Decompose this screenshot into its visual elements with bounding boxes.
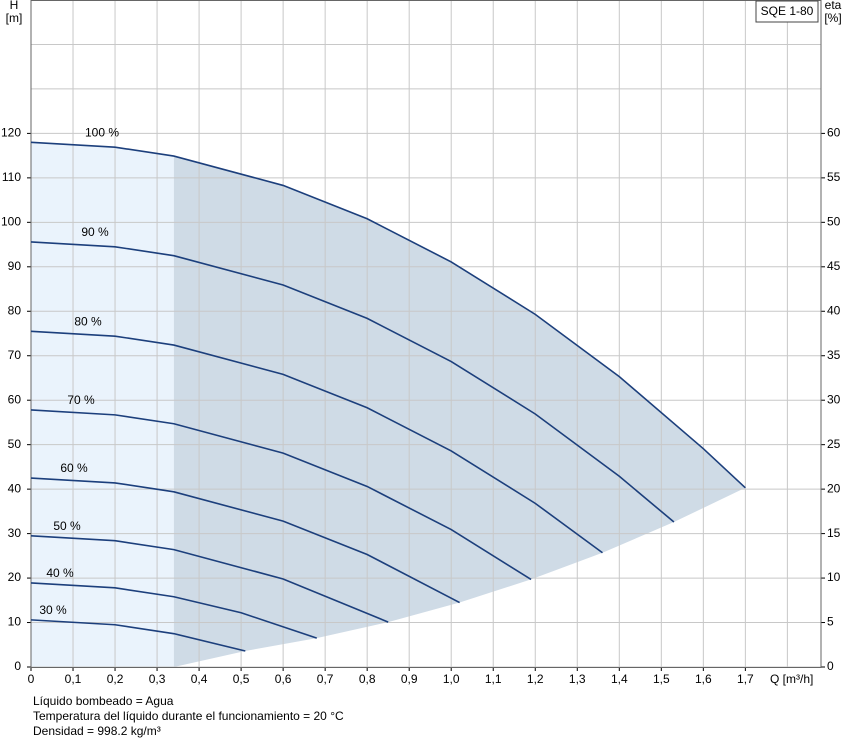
curve-label: 30 %: [39, 603, 67, 617]
x-tick-label: 0,6: [275, 672, 292, 686]
x-tick-label: 1,1: [485, 672, 502, 686]
note: Líquido bombeado = Agua: [33, 694, 174, 708]
y-tick-label: 100: [1, 215, 21, 229]
y2-tick-label: 10: [827, 570, 841, 584]
y-tick-label: 120: [1, 126, 21, 140]
speed-curve: [30, 619, 246, 652]
x-tick-label: 0,9: [401, 672, 418, 686]
curve-label: 90 %: [81, 225, 109, 239]
x-tick-label: 1,2: [527, 672, 544, 686]
region-operating: [173, 156, 746, 667]
speed-curve: [30, 241, 675, 523]
x-tick-label: 0: [28, 672, 35, 686]
y-tick-label: 110: [2, 170, 21, 184]
y-tick-label: 70: [8, 348, 22, 362]
y-axis-unit: [m]: [6, 11, 23, 25]
speed-curve: [30, 330, 603, 554]
y2-tick-label: 60: [827, 126, 841, 140]
x-tick-label: 1,6: [695, 672, 712, 686]
y2-axis-title: eta: [825, 0, 842, 12]
y-tick-label: 0: [14, 659, 21, 673]
y-axis-title: H: [10, 0, 19, 12]
y2-tick-label: 0: [827, 659, 834, 673]
plot: 0 0,1 0,2 0,3 0,4 0,5 0,6 0,7 0,8 0,9 1,0 1,1 1,2 1,3…: [1, 0, 841, 686]
y2-tick-label: 25: [827, 437, 841, 451]
legend-label: SQE 1-80: [761, 4, 814, 18]
x-tick-label: 0,4: [191, 672, 208, 686]
x-tick-label: 0,5: [233, 672, 250, 686]
y-tick-label: 10: [8, 615, 22, 629]
y2-tick-label: 45: [827, 259, 841, 273]
x-axis-title: Q [m³/h]: [770, 672, 813, 686]
speed-curve: [30, 409, 532, 581]
x-tick-label: 1,3: [569, 672, 586, 686]
y2-tick-label: 20: [827, 481, 841, 495]
y2-tick-label: 15: [827, 526, 841, 540]
y2-tick-label: 55: [827, 170, 841, 184]
x-tick-label: 0,1: [65, 672, 82, 686]
x-tick-label: 0,7: [317, 672, 334, 686]
curve-label: 50 %: [53, 519, 81, 533]
x-tick-label: 1,4: [611, 672, 628, 686]
speed-curve: [30, 141, 746, 489]
y2-tick-label: 40: [827, 303, 841, 317]
x-tick-label: 1,5: [653, 672, 670, 686]
y-tick-label: 90: [8, 259, 22, 273]
y2-tick-label: 50: [827, 215, 841, 229]
y2-tick-label: 5: [827, 615, 834, 629]
y2-axis-unit: [%]: [824, 11, 841, 25]
y2-tick-label: 35: [827, 348, 841, 362]
note: Densidad = 998.2 kg/m³: [33, 724, 161, 738]
y-tick-label: 60: [8, 392, 22, 406]
region-light: [31, 142, 174, 667]
y-tick-label: 40: [8, 481, 22, 495]
y-tick-label: 20: [8, 570, 22, 584]
x-tick-label: 0,8: [359, 672, 376, 686]
x-tick-label: 0,3: [149, 672, 166, 686]
y-tick-label: 50: [8, 437, 22, 451]
y2-tick-label: 30: [827, 392, 841, 406]
y-tick-label: 30: [8, 526, 22, 540]
legend-box: [755, 0, 819, 23]
speed-curve: [30, 535, 389, 623]
curve-label: 60 %: [60, 461, 88, 475]
curve-label: 80 %: [74, 314, 102, 328]
note: Temperatura del líquido durante el funci…: [33, 709, 344, 723]
curve-label: 70 %: [67, 393, 95, 407]
speed-curve: [30, 477, 460, 604]
curve-label: 40 %: [46, 566, 74, 580]
speed-curve: [30, 582, 317, 639]
curve-label: 100 %: [85, 125, 119, 139]
x-tick-label: 0,2: [107, 672, 124, 686]
x-tick-label: 1,7: [737, 672, 754, 686]
x-tick-label: 1,0: [443, 672, 460, 686]
y-tick-label: 80: [8, 303, 22, 317]
plot-frame: [30, 0, 822, 668]
